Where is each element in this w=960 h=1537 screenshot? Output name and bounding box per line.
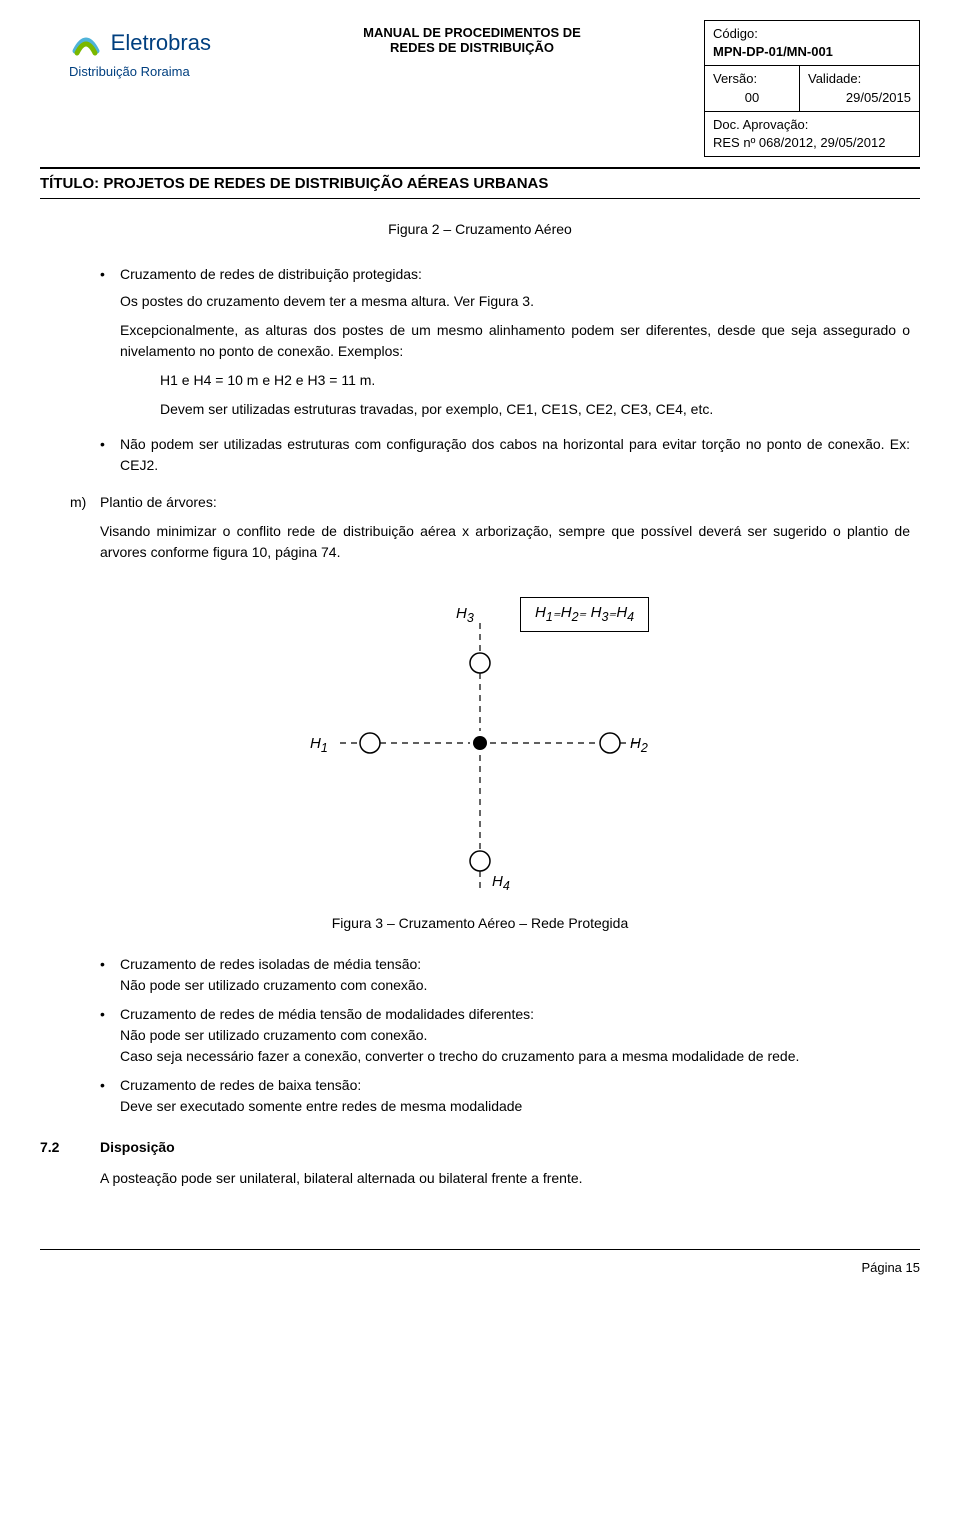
footer: Página 15 <box>40 1249 920 1275</box>
versao-value: 00 <box>713 89 791 107</box>
bullet-protegidas: • Cruzamento de redes de distribuição pr… <box>100 264 910 285</box>
c3-p: Deve ser executado somente entre redes d… <box>120 1098 522 1114</box>
label-h4: H4 <box>492 871 510 896</box>
c2-p2: Caso seja necessário fazer a conexão, co… <box>120 1048 799 1064</box>
item-m-paragraph: Visando minimizar o conflito rede de dis… <box>100 521 910 563</box>
header-table: Eletrobras Distribuição Roraima MANUAL D… <box>40 20 920 157</box>
label-h3: H3 <box>456 603 474 628</box>
bullet-icon: • <box>100 264 120 285</box>
b1-p2: Excepcionalmente, as alturas dos postes … <box>120 320 910 362</box>
bullet-nao-podem: • Não podem ser utilizadas estruturas co… <box>100 434 910 476</box>
section-paragraph: A posteação pode ser unilateral, bilater… <box>100 1168 910 1189</box>
logo-subtitle: Distribuição Roraima <box>69 64 211 79</box>
bullet-protegidas-title: Cruzamento de redes de distribuição prot… <box>120 264 910 285</box>
logo-text: Eletrobras <box>111 30 211 56</box>
document-title: TÍTULO: PROJETOS DE REDES DE DISTRIBUIÇÃ… <box>40 175 920 192</box>
b1-ex1: H1 e H4 = 10 m e H2 e H3 = 11 m. <box>160 370 910 391</box>
bullet-modalidades: • Cruzamento de redes de média tensão de… <box>100 1004 910 1067</box>
manual-title-line2: REDES DE DISTRIBUIÇÃO <box>248 40 696 55</box>
validade-value: 29/05/2015 <box>808 89 911 107</box>
section-7-2: 7.2 Disposição <box>40 1137 920 1158</box>
content-area: Figura 2 – Cruzamento Aéreo • Cruzamento… <box>40 219 920 1189</box>
codigo-label: Código: <box>713 25 911 43</box>
docaprov-cell: Doc. Aprovação: RES nº 068/2012, 29/05/2… <box>705 111 920 156</box>
divider-top <box>40 167 920 169</box>
equation-box: H1₌H2₌ H3₌H4 <box>520 597 649 632</box>
figure-3-caption: Figura 3 – Cruzamento Aéreo – Rede Prote… <box>40 913 920 934</box>
section-number: 7.2 <box>40 1137 100 1158</box>
section-title: Disposição <box>100 1137 175 1158</box>
codigo-cell: Código: MPN-DP-01/MN-001 <box>705 21 920 66</box>
company-logo: Eletrobras Distribuição Roraima <box>69 25 211 79</box>
bullet-icon: • <box>100 1075 120 1117</box>
crossing-svg <box>270 603 690 903</box>
bullet-isoladas: • Cruzamento de redes isoladas de média … <box>100 954 910 996</box>
item-m-label: m) <box>70 492 100 513</box>
validade-label: Validade: <box>808 70 911 88</box>
bullet-baixa-tensao: • Cruzamento de redes de baixa tensão: D… <box>100 1075 910 1117</box>
manual-title: MANUAL DE PROCEDIMENTOS DE REDES DE DIST… <box>240 21 705 157</box>
logo-icon <box>69 25 103 62</box>
b2-text: Não podem ser utilizadas estruturas com … <box>120 434 910 476</box>
divider-under-title <box>40 198 920 199</box>
codigo-value: MPN-DP-01/MN-001 <box>713 43 911 61</box>
figure-2-caption: Figura 2 – Cruzamento Aéreo <box>40 219 920 240</box>
item-m: m) Plantio de árvores: <box>70 492 920 513</box>
docaprov-label: Doc. Aprovação: <box>713 116 911 134</box>
figure-3-diagram: H3 H1₌H2₌ H3₌H4 H1 H2 H4 <box>270 603 690 903</box>
bullet-icon: • <box>100 1004 120 1067</box>
page-number: Página 15 <box>40 1260 920 1275</box>
item-m-title: Plantio de árvores: <box>100 492 217 513</box>
label-h1: H1 <box>310 733 328 758</box>
c2-p1: Não pode ser utilizado cruzamento com co… <box>120 1027 427 1043</box>
bullet-icon: • <box>100 954 120 996</box>
validade-cell: Validade: 29/05/2015 <box>800 66 920 111</box>
b1-ex2: Devem ser utilizadas estruturas travadas… <box>160 399 910 420</box>
docaprov-value: RES nº 068/2012, 29/05/2012 <box>713 134 911 152</box>
c1-p: Não pode ser utilizado cruzamento com co… <box>120 977 427 993</box>
c1-title: Cruzamento de redes isoladas de média te… <box>120 956 421 972</box>
logo-cell: Eletrobras Distribuição Roraima <box>40 21 240 157</box>
bullet-icon: • <box>100 434 120 476</box>
c3-title: Cruzamento de redes de baixa tensão: <box>120 1077 361 1093</box>
label-h2: H2 <box>630 733 648 758</box>
versao-cell: Versão: 00 <box>705 66 800 111</box>
manual-title-line1: MANUAL DE PROCEDIMENTOS DE <box>248 25 696 40</box>
footer-divider <box>40 1249 920 1250</box>
c2-title: Cruzamento de redes de média tensão de m… <box>120 1006 534 1022</box>
versao-label: Versão: <box>713 70 791 88</box>
b1-p1: Os postes do cruzamento devem ter a mesm… <box>120 291 910 312</box>
